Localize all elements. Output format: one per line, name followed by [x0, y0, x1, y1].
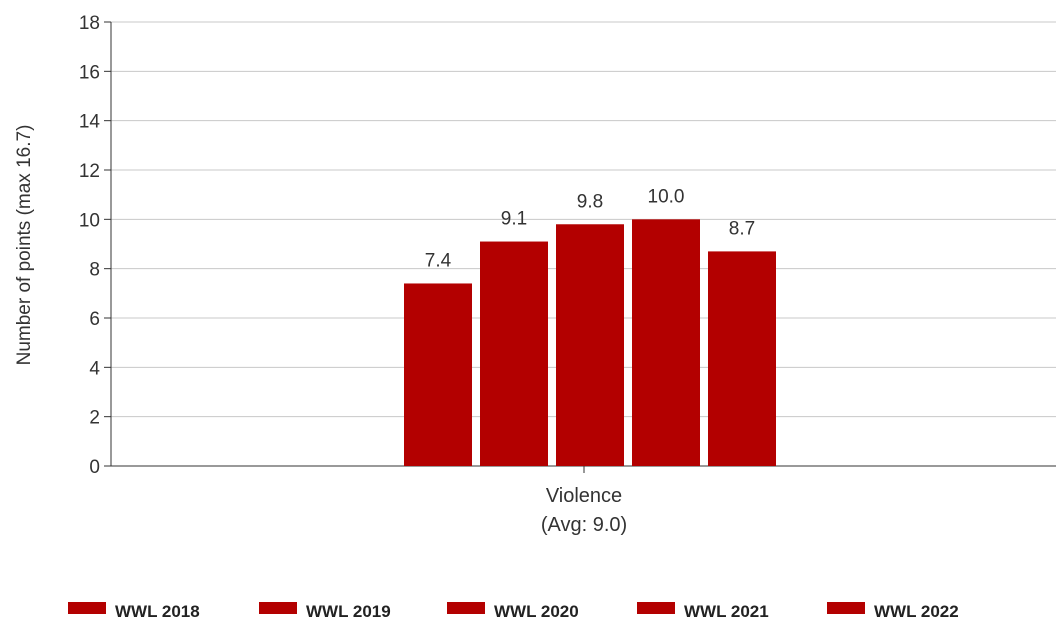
- x-tick-label: Violence: [546, 485, 622, 507]
- legend-label: WWL 2019: [306, 602, 391, 621]
- y-tick-label: 8: [89, 260, 100, 281]
- bar: [480, 241, 548, 466]
- data-label: 8.7: [729, 218, 755, 239]
- y-axis-title: Number of points (max 16.7): [14, 125, 35, 366]
- data-label: 9.1: [501, 209, 527, 230]
- legend-label: WWL 2021: [684, 602, 769, 621]
- legend-swatch: [68, 602, 106, 614]
- y-tick-label: 2: [89, 408, 100, 429]
- legend-label: WWL 2018: [115, 602, 200, 621]
- gridlines: [111, 21, 1056, 418]
- y-tick-label: 18: [79, 13, 100, 34]
- legend-swatch: [259, 602, 297, 614]
- data-label: 7.4: [425, 250, 452, 271]
- legend-swatch: [447, 602, 485, 614]
- legend: WWL 2018 WWL 2019 WWL 2020 WWL 2021 WWL 2022: [68, 602, 959, 621]
- data-labels: 7.4 9.1 9.8 10.0 8.7: [425, 186, 755, 271]
- data-label: 10.0: [648, 186, 685, 207]
- x-tick-sublabel: (Avg: 9.0): [541, 514, 627, 536]
- bar: [632, 219, 700, 466]
- y-tick-label: 0: [89, 457, 100, 478]
- y-tick-label: 4: [89, 358, 100, 379]
- bars: [404, 219, 776, 466]
- legend-swatch: [637, 602, 675, 614]
- legend-label: WWL 2020: [494, 602, 579, 621]
- y-tick-label: 10: [79, 210, 100, 231]
- legend-swatch: [827, 602, 865, 614]
- bar: [708, 251, 776, 466]
- y-tick-label: 12: [79, 161, 100, 182]
- bar: [404, 283, 472, 466]
- bar: [556, 224, 624, 466]
- y-tick-label: 6: [89, 309, 100, 330]
- legend-label: WWL 2022: [874, 602, 959, 621]
- y-tick-label: 14: [79, 112, 101, 133]
- data-label: 9.8: [577, 191, 603, 212]
- y-tick-label: 16: [79, 62, 100, 83]
